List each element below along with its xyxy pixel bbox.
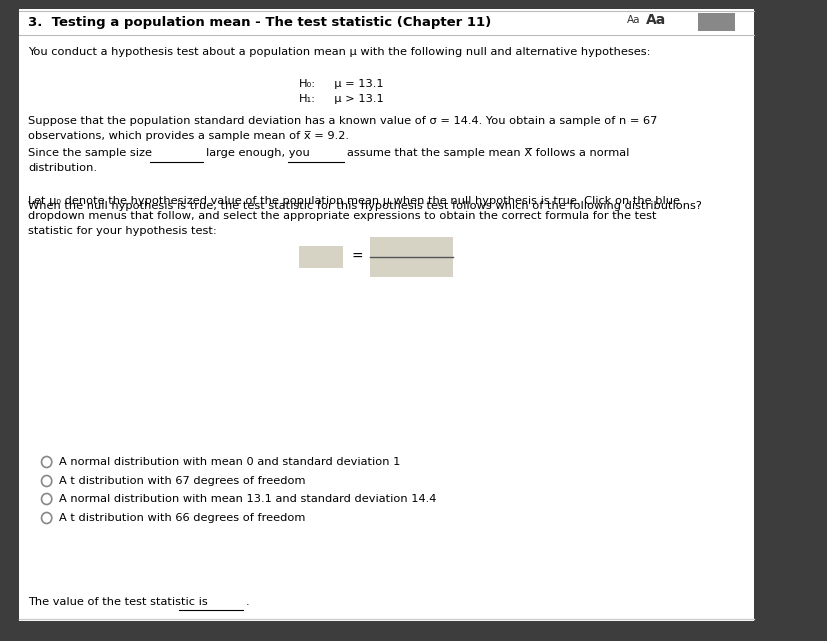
FancyBboxPatch shape xyxy=(370,237,452,277)
Text: μ > 13.1: μ > 13.1 xyxy=(326,94,383,104)
Text: Aa: Aa xyxy=(626,15,640,25)
Text: assume that the sample mean X̅ follows a normal: assume that the sample mean X̅ follows a… xyxy=(347,148,629,158)
FancyBboxPatch shape xyxy=(697,13,734,31)
Text: distribution.: distribution. xyxy=(28,163,97,173)
Text: A t distribution with 67 degrees of freedom: A t distribution with 67 degrees of free… xyxy=(59,476,305,486)
Text: statistic for your hypothesis test:: statistic for your hypothesis test: xyxy=(28,226,217,236)
Text: Let μ₀ denote the hypothesized value of the population mean μ when the null hypo: Let μ₀ denote the hypothesized value of … xyxy=(28,196,679,206)
Text: dropdown menus that follow, and select the appropriate expressions to obtain the: dropdown menus that follow, and select t… xyxy=(28,211,656,221)
Text: You conduct a hypothesis test about a population mean μ with the following null : You conduct a hypothesis test about a po… xyxy=(28,47,650,57)
Text: =: = xyxy=(351,250,363,264)
Text: Suppose that the population standard deviation has a known value of σ = 14.4. Yo: Suppose that the population standard dev… xyxy=(28,116,657,126)
Text: When the null hypothesis is true, the test statistic for this hypothesis test fo: When the null hypothesis is true, the te… xyxy=(28,201,701,211)
Text: The value of the test statistic is: The value of the test statistic is xyxy=(28,597,208,607)
Text: Since the sample size: Since the sample size xyxy=(28,148,152,158)
FancyBboxPatch shape xyxy=(299,246,343,268)
Text: A normal distribution with mean 0 and standard deviation 1: A normal distribution with mean 0 and st… xyxy=(59,457,399,467)
Text: H₀:: H₀: xyxy=(299,79,315,89)
Text: .: . xyxy=(245,597,249,607)
Text: μ = 13.1: μ = 13.1 xyxy=(326,79,383,89)
Text: observations, which provides a sample mean of x̅ = 9.2.: observations, which provides a sample me… xyxy=(28,131,348,141)
Text: H₁:: H₁: xyxy=(299,94,315,104)
Text: Aa: Aa xyxy=(645,13,665,27)
Text: 3.  Testing a population mean - The test statistic (Chapter 11): 3. Testing a population mean - The test … xyxy=(28,15,490,28)
Text: large enough, you: large enough, you xyxy=(206,148,309,158)
FancyBboxPatch shape xyxy=(19,9,753,35)
Text: A normal distribution with mean 13.1 and standard deviation 14.4: A normal distribution with mean 13.1 and… xyxy=(59,494,436,504)
FancyBboxPatch shape xyxy=(19,20,753,621)
Text: A t distribution with 66 degrees of freedom: A t distribution with 66 degrees of free… xyxy=(59,513,305,523)
